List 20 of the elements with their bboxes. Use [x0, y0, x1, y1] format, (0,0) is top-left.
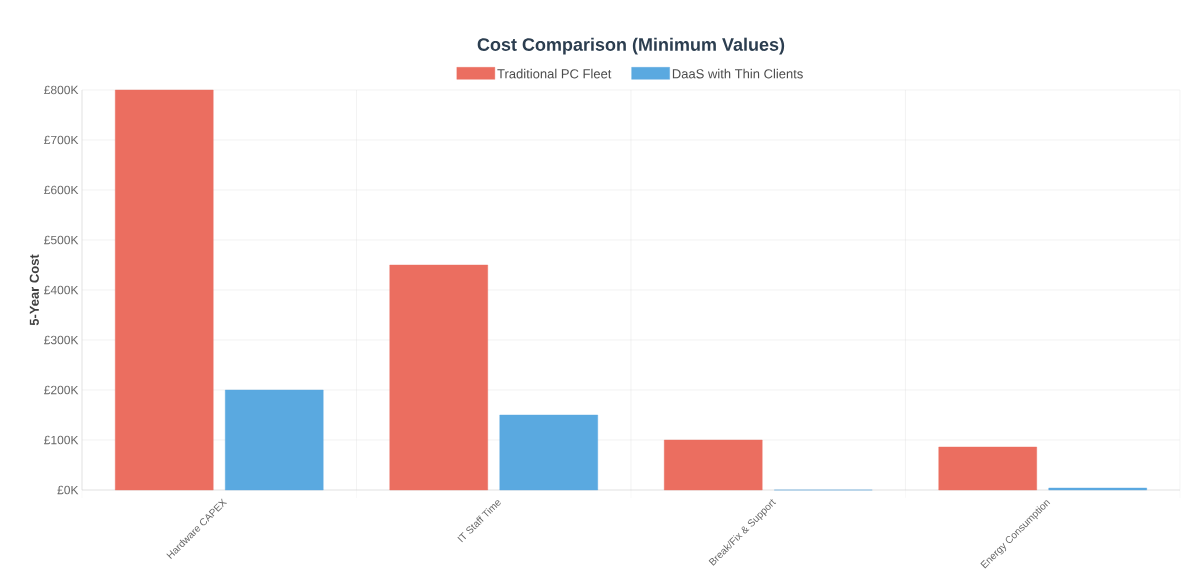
bar: [499, 414, 598, 491]
bar: [938, 446, 1037, 491]
y-tick-label: £100K: [44, 435, 79, 445]
y-tick-label: £800K: [44, 85, 79, 95]
y-tick-label: £400K: [44, 285, 79, 295]
y-tick-label: £300K: [44, 335, 79, 345]
legend-label: DaaS with Thin Clients: [672, 68, 803, 79]
y-tick-label: £600K: [44, 185, 79, 195]
chart-title: Cost Comparison (Minimum Values): [477, 37, 785, 55]
y-tick-label: £700K: [44, 135, 79, 145]
legend-label: Traditional PC Fleet: [497, 68, 612, 79]
y-tick-label: £0K: [57, 485, 79, 495]
y-axis-title: 5-Year Cost: [29, 254, 39, 326]
bar: [664, 439, 763, 491]
y-tick-label: £200K: [44, 385, 79, 395]
bar: [1048, 487, 1147, 491]
bar: [389, 264, 488, 491]
y-tick-label: £500K: [44, 235, 79, 245]
bar: [225, 389, 324, 491]
bar: [115, 89, 214, 491]
